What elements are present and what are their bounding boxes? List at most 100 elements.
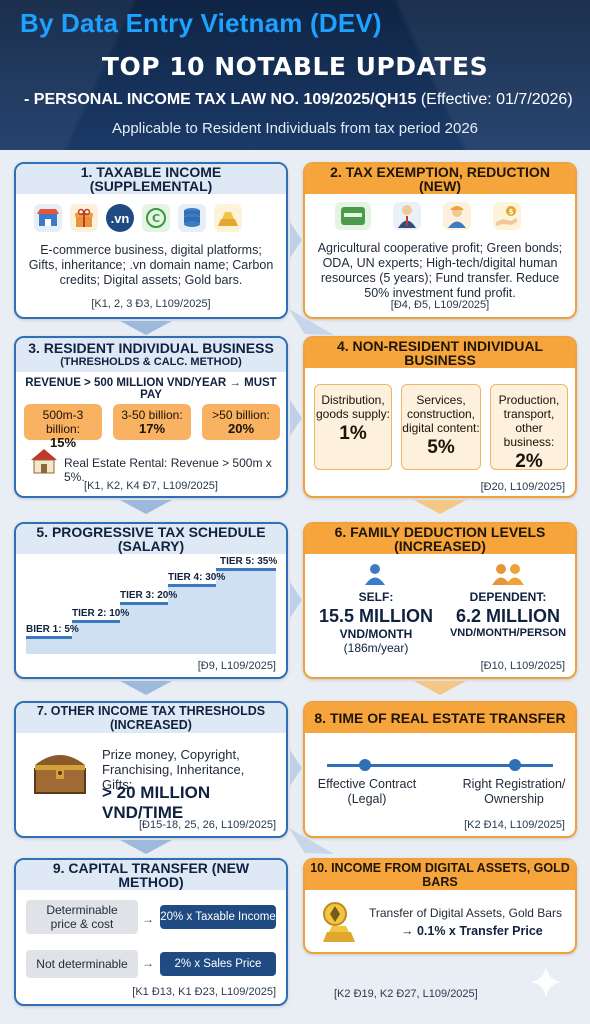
arrow-icon: → — [142, 956, 154, 970]
rate-percent: 1% — [339, 423, 367, 444]
rate-box: Production, transport, other business: 2… — [490, 384, 568, 471]
self-label: SELF: — [358, 590, 394, 604]
tax-staircase: BIER 1: 5% TIER 2: 10% TIER 3: 20% TIER … — [16, 554, 286, 654]
revenue-line: REVENUE > 500 MILLION VND/YEAR → MUST PA… — [25, 377, 277, 401]
card-taxable-income: 1. TAXABLE INCOME (SUPPLEMENTAL) .vn C E… — [14, 162, 288, 319]
legal-ref: [Đ10, L109/2025] — [480, 660, 565, 672]
svg-text:C: C — [152, 212, 160, 225]
card-title: 6. FAMILY DEDUCTION LEVELS (INCREASED) — [305, 524, 575, 554]
determinable-rate: 20% x Taxable Income — [160, 905, 276, 929]
house-icon — [30, 448, 58, 479]
self-note: (186m/year) — [343, 641, 409, 655]
card-title: 9. CAPITAL TRANSFER (NEW METHOD) — [16, 860, 286, 890]
rate-label: Distribution, goods supply: — [315, 393, 391, 421]
digital-assets-icon — [178, 204, 206, 232]
legal-ref: [K1, K2, K4 Đ7, L109/2025] — [84, 480, 218, 492]
other-income-threshold: > 20 MILLION VND/TIME — [102, 783, 211, 822]
stair-step — [216, 568, 276, 654]
card-tax-exemption: 2. TAX EXEMPTION, REDUCTION (NEW) $ Agri… — [303, 162, 577, 319]
subtitle-effective: (Effective: 01/7/2026) — [420, 91, 573, 108]
tier-rate: 17% — [138, 421, 166, 436]
not-determinable-label: Not determinable — [26, 950, 138, 978]
timeline-dot — [509, 759, 521, 771]
subtitle-law: - PERSONAL INCOME TAX LAW NO. 109/2025/Q… — [24, 91, 417, 108]
tier-label: TIER 5: 35% — [220, 556, 278, 567]
card-title: 4. NON-RESIDENT INDIVIDUAL BUSINESS — [305, 338, 575, 368]
down-arrow-icon — [120, 321, 172, 335]
fund-transfer-icon: $ — [493, 202, 521, 230]
card-other-income: 7. OTHER INCOME TAX THRESHOLDS (INCREASE… — [14, 701, 288, 838]
vn-domain-icon: .vn — [106, 204, 134, 232]
tier-range: 3-50 billion: — [121, 408, 183, 422]
card-title: 5. PROGRESSIVE TAX SCHEDULE (SALARY) — [16, 524, 286, 554]
timeline-line — [327, 764, 553, 767]
tier-label: TIER 2: 10% — [72, 608, 130, 619]
determinable-label: Determinable price & cost — [26, 900, 138, 934]
tier-range: >50 billion: — [212, 408, 270, 422]
digital-assets-text: Transfer of Digital Assets, Gold Bars — [369, 906, 562, 920]
card-resident-business: 3. RESIDENT INDIVIDUAL BUSINESS (THRESHO… — [14, 336, 288, 498]
contract-label: Effective Contract (Legal) — [317, 777, 417, 806]
self-unit: VND/MONTH — [339, 627, 413, 641]
card-family-deduction: 6. FAMILY DEDUCTION LEVELS (INCREASED) S… — [303, 522, 577, 679]
legal-ref: [Đ9, L109/2025] — [197, 660, 276, 672]
rental-text: Real Estate Rental: Revenue > 500m x 5%. — [64, 456, 272, 484]
right-arrow-icon — [290, 582, 302, 618]
rate-box: Distribution, goods supply: 1% — [314, 384, 392, 470]
rate-box: Services, construction, digital content:… — [401, 384, 481, 470]
carbon-credit-icon: C — [142, 204, 170, 232]
subtitle: - PERSONAL INCOME TAX LAW NO. 109/2025/Q… — [24, 91, 573, 109]
expert-icon — [393, 202, 421, 230]
down-arrow-icon — [414, 681, 466, 695]
right-arrow-icon — [290, 222, 302, 258]
brand-text: By Data Entry Vietnam (DEV) — [20, 8, 382, 38]
legal-ref: [K2 Đ14, L109/2025] — [464, 819, 565, 831]
dependent-people-icon — [491, 562, 525, 591]
tier-pill: >50 billion: 20% — [202, 404, 280, 440]
self-person-icon — [363, 562, 387, 591]
card-digital-assets: 10. INCOME FROM DIGITAL ASSETS, GOLD BAR… — [303, 858, 577, 954]
page-title: TOP 10 NOTABLE UPDATES — [101, 52, 489, 81]
down-arrow-icon — [120, 500, 172, 514]
header-banner: By Data Entry Vietnam (DEV) TOP 10 NOTAB… — [0, 0, 590, 150]
timeline-dot — [359, 759, 371, 771]
card-title: 1. TAXABLE INCOME (SUPPLEMENTAL) — [16, 164, 286, 194]
tier-label: BIER 1: 5% — [26, 624, 79, 635]
rate-label: Services, construction, digital content: — [402, 393, 480, 435]
legal-ref: [Đ15-18, 25, 26, L109/2025] — [139, 819, 276, 831]
card-title: 7. OTHER INCOME TAX THRESHOLDS (INCREASE… — [16, 703, 286, 733]
self-deduction: SELF: 15.5 MILLION VND/MONTH (186m/year) — [311, 590, 441, 655]
sparkle-icon — [530, 966, 562, 1003]
card-capital-transfer: 9. CAPITAL TRANSFER (NEW METHOD) Determi… — [14, 858, 288, 1006]
svg-text:$: $ — [509, 208, 514, 216]
dependent-deduction: DEPENDENT: 6.2 MILLION VND/MONTH/PERSON — [441, 590, 575, 639]
not-determinable-rate: 2% x Sales Price — [160, 952, 276, 976]
legal-ref: [K2 Đ19, K2 Đ27, L109/2025] — [334, 988, 478, 1000]
tier-label: TIER 3: 20% — [120, 590, 178, 601]
tier-rate: 15% — [49, 435, 77, 450]
self-amount: 15.5 MILLION — [318, 606, 434, 626]
dependent-amount: 6.2 MILLION — [455, 606, 560, 626]
tier-label: TIER 4: 30% — [168, 572, 226, 583]
crypto-gold-icon — [319, 900, 359, 949]
tax-exemption-text: Agricultural cooperative profit; Green b… — [317, 241, 563, 300]
shop-icon — [34, 204, 62, 232]
gold-bars-icon — [214, 204, 242, 232]
card-title: 3. RESIDENT INDIVIDUAL BUSINESS (THRESHO… — [16, 338, 286, 372]
legal-ref: [Đ4, Đ5, L109/2025] — [390, 299, 490, 311]
tier-range: 500m-3 billion: — [42, 408, 84, 436]
other-income-text: Prize money, Copyright, Franchising, Inh… — [102, 747, 245, 792]
registration-label: Right Registration/ Ownership — [462, 777, 566, 806]
card-title-sub: (THRESHOLDS & CALC. METHOD) — [60, 356, 242, 368]
tier-pill: 500m-3 billion: 15% — [24, 404, 102, 450]
legal-ref: [Đ20, L109/2025] — [480, 481, 565, 493]
tier-rate: 20% — [227, 421, 255, 436]
legal-ref: [K1 Đ13, K1 Đ23, L109/2025] — [132, 986, 276, 998]
treasure-chest-icon — [32, 745, 88, 800]
down-arrow-icon — [120, 681, 172, 695]
card-title: 10. INCOME FROM DIGITAL ASSETS, GOLD BAR… — [305, 860, 575, 890]
engineer-icon — [443, 202, 471, 230]
digital-assets-rate: → 0.1% x Transfer Price — [401, 924, 543, 938]
dependent-unit: VND/MONTH/PERSON — [449, 627, 567, 639]
cooperative-badge-icon — [335, 202, 371, 230]
